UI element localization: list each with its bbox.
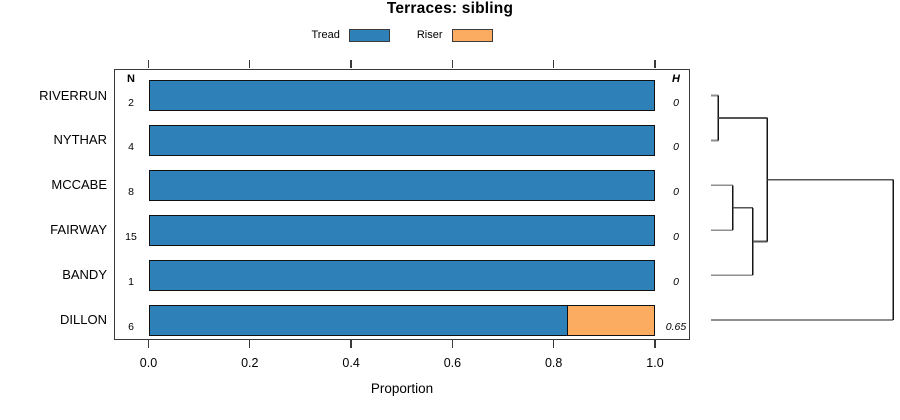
x-tick-top (147, 60, 150, 68)
n-value: 6 (128, 321, 134, 333)
n-value: 1 (128, 276, 134, 289)
x-tick-top (350, 60, 352, 68)
x-tick-top (553, 60, 555, 68)
bar-segment-tread (148, 259, 655, 291)
x-tick-bottom (553, 340, 555, 348)
x-axis-label: Proportion (370, 381, 434, 396)
x-tick-top (451, 60, 454, 68)
h-value: 0 (673, 186, 679, 199)
legend-swatch-riser (451, 28, 493, 42)
bar-segment-tread (148, 80, 655, 111)
bar-segment-riser (567, 304, 655, 336)
x-tick-bottom (249, 340, 251, 348)
h-value: 0.65 (665, 321, 687, 333)
legend: Tread Riser (114, 27, 690, 43)
n-value: 8 (128, 186, 134, 199)
h-column-header: H (672, 73, 680, 85)
legend-item-tread: Tread (311, 28, 390, 42)
plot-area (114, 69, 690, 340)
legend-item-riser: Riser (416, 28, 493, 42)
bar-segment-tread (148, 304, 569, 336)
category-label: MCCABE (51, 177, 107, 193)
bar-segment-tread (148, 124, 655, 156)
n-value: 15 (125, 231, 137, 244)
x-tick-label: 0.6 (443, 356, 462, 370)
x-tick-bottom (147, 340, 150, 348)
x-tick-bottom (654, 340, 656, 348)
h-value: 0 (673, 141, 679, 154)
h-value: 0 (673, 231, 679, 244)
h-value: 0 (673, 276, 679, 289)
chart-title: Terraces: sibling (386, 0, 514, 17)
x-tick-bottom (451, 340, 454, 348)
category-label: RIVERRUN (39, 87, 107, 103)
legend-label: Riser (416, 29, 443, 41)
n-value: 4 (128, 141, 134, 154)
category-label: NYTHAR (53, 132, 107, 148)
x-tick-label: 0.0 (139, 356, 158, 370)
category-label: BANDY (62, 267, 107, 283)
category-label: FAIRWAY (50, 222, 107, 238)
n-value: 2 (128, 96, 134, 109)
x-tick-top (654, 60, 656, 68)
n-column-header: N (127, 73, 135, 85)
x-tick-label: 1.0 (646, 356, 664, 370)
h-value: 0 (673, 96, 679, 109)
x-tick-top (249, 60, 251, 68)
x-tick-label: 0.4 (342, 356, 360, 370)
bar-segment-tread (148, 169, 655, 201)
bar-segment-tread (148, 214, 655, 246)
category-label: DILLON (60, 312, 107, 327)
legend-swatch-tread (348, 28, 390, 42)
legend-label: Tread (311, 29, 340, 41)
x-tick-label: 0.2 (241, 356, 259, 370)
x-tick-bottom (350, 340, 352, 348)
x-tick-label: 0.8 (544, 356, 563, 370)
